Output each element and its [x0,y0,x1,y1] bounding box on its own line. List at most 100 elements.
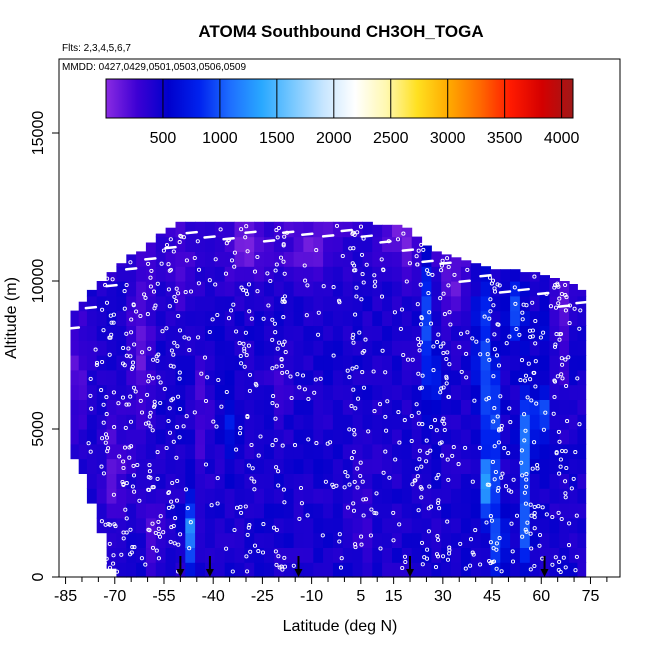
heatmap-cell [529,340,541,356]
heatmap-cell [185,399,196,415]
heatmap-cell [549,384,560,400]
sample-point [416,336,421,341]
sample-point [574,513,579,518]
sample-point [532,274,537,279]
sample-point [359,297,364,302]
sample-point [405,357,411,362]
heatmap-cell [195,295,206,312]
sample-point [351,340,356,345]
sample-point [177,435,182,440]
heatmap-cell [96,325,108,341]
heatmap-cell [529,369,541,386]
sample-point [538,335,543,340]
sample-point [436,500,441,506]
heatmap-cell [549,369,560,386]
sample-point [485,352,490,357]
heatmap-cell [205,443,216,460]
heatmap-cell [431,503,442,519]
heatmap-cell [401,414,413,430]
heatmap-cell [372,473,383,489]
sample-point [430,272,435,277]
sample-point [316,310,321,315]
sample-point [363,497,369,502]
heatmap-cell [293,473,304,489]
sample-point [497,536,502,541]
sample-point [184,414,189,419]
heatmap-cell [145,242,157,252]
sample-point [552,285,557,290]
sample-point [186,336,191,341]
sample-point [541,330,546,335]
sample-point [124,402,129,407]
heatmap-cell [126,429,137,445]
heatmap-cell [224,281,236,297]
heatmap-cell [323,310,334,326]
sample-point [439,268,444,273]
sample-point [234,329,239,334]
heatmap-cell [549,281,560,297]
heatmap-cell [126,281,137,297]
sample-point [282,555,287,560]
sample-point [306,437,311,442]
heatmap-cell [470,369,482,386]
heatmap-cell [352,369,363,386]
heatmap-cell [323,517,334,534]
heatmap-cell [549,547,560,563]
sample-point [345,505,351,510]
sample-point [355,230,360,235]
heatmap-cell [313,251,324,267]
heatmap-cell [96,355,108,371]
heatmap-cell [577,532,587,548]
heatmap-cell [136,310,147,326]
heatmap-cell [411,295,423,312]
sample-point [353,542,358,547]
heatmap-cell [195,310,206,326]
heatmap-cell [362,236,373,252]
x-tick-label: 15 [385,588,403,605]
sample-point [439,440,444,445]
sample-point [528,502,533,507]
sample-point [553,342,558,347]
heatmap-cell [185,443,196,460]
sample-point [442,427,447,433]
heatmap-cell [372,517,383,534]
sample-point [544,512,549,517]
heatmap-cell [283,503,295,519]
sample-point [170,504,175,509]
heatmap-cell [480,369,491,386]
heatmap-cell [136,473,147,489]
heatmap-cell [441,254,452,267]
sample-point [347,482,352,487]
sample-point [156,352,161,357]
heatmap-cell [175,414,186,430]
sample-point [215,312,220,318]
sample-point [252,487,257,492]
sample-point [128,527,133,532]
heatmap-cell [145,281,157,297]
heatmap-cell [126,295,137,312]
heatmap-cell [273,310,285,326]
heatmap-cell [342,281,354,297]
heatmap-cell [224,325,236,341]
heatmap-cell [254,281,265,297]
sample-point [374,511,379,516]
sample-point [351,332,356,337]
heatmap-cell [126,562,137,578]
sample-point [569,486,574,491]
heatmap-cell [500,429,511,445]
sample-point [528,334,533,340]
heatmap-cell [441,414,452,430]
heatmap-cell [195,458,206,474]
sample-point [158,514,163,519]
sample-point [565,419,570,424]
heatmap-cell [96,443,108,460]
heatmap-cell [234,369,245,386]
heatmap-cell [323,325,334,341]
heatmap-cell [480,281,491,297]
flight-level-marker [144,257,157,261]
sample-point [414,402,419,407]
sample-point [275,346,280,351]
sample-point [410,357,415,362]
sample-point [282,564,288,569]
sample-point [522,490,527,495]
